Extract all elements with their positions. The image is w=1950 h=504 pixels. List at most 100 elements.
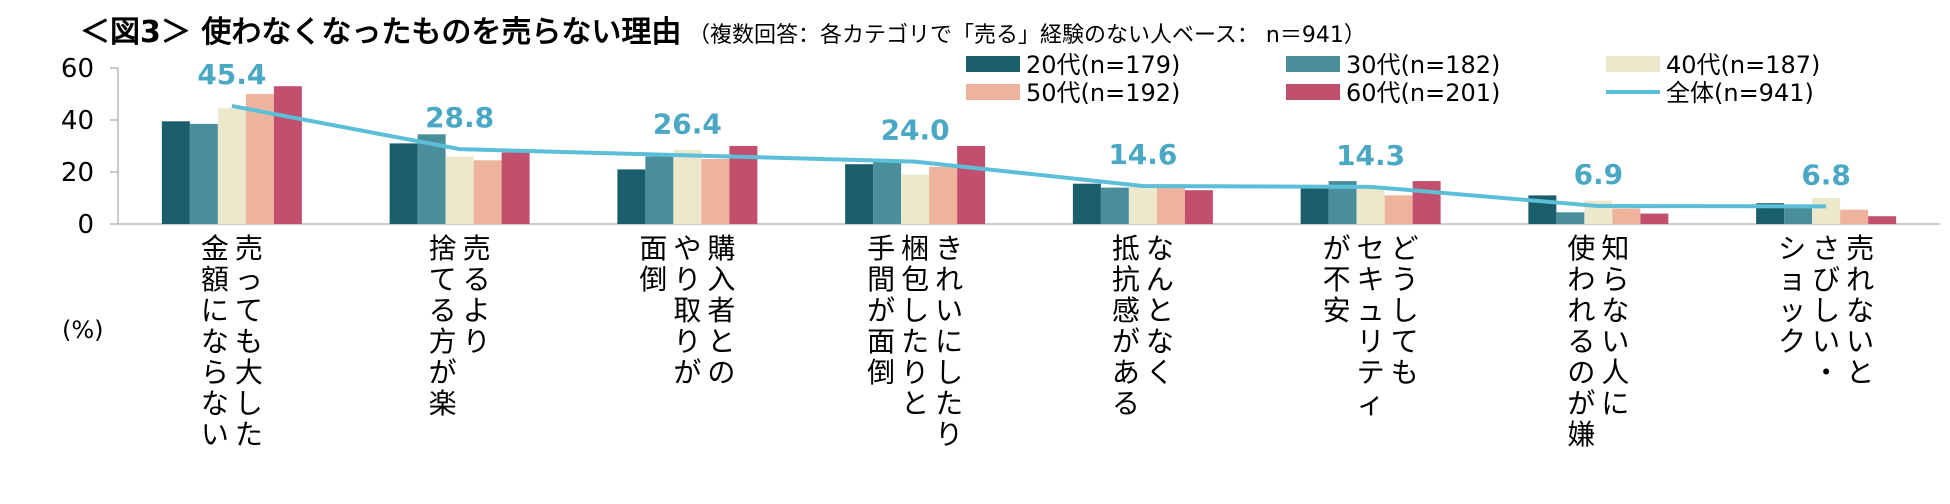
y-tick-label: 0	[77, 210, 94, 240]
bar	[1840, 209, 1869, 224]
legend-item: 60代(n=201)	[1286, 79, 1500, 107]
bar	[1812, 198, 1841, 224]
y-tick-label: 20	[61, 158, 94, 188]
legend: 20代(n=179) 30代(n=182) 40代(n=187) 50代(n=192)…	[966, 51, 1820, 107]
category-char: 購	[707, 232, 735, 265]
category-char: 面	[867, 325, 895, 358]
category-label: 面倒	[639, 232, 667, 296]
category-char: し	[235, 387, 263, 420]
category-char: な	[201, 325, 229, 358]
category-char: 抗	[1112, 263, 1140, 296]
category-char: っ	[235, 263, 263, 296]
category-char: が	[1323, 232, 1351, 265]
category-char: が	[1112, 325, 1140, 358]
category-char: 間	[867, 263, 895, 296]
category-char: な	[201, 387, 229, 420]
category-char: 者	[707, 294, 735, 327]
bar	[673, 149, 702, 224]
total-line	[231, 103, 1827, 209]
category-char: 大	[235, 356, 263, 389]
bar	[445, 156, 474, 224]
category-char: て	[429, 263, 457, 296]
bar	[273, 86, 302, 224]
category-char: と	[1146, 294, 1174, 327]
category-char: れ	[1846, 263, 1874, 296]
category-char: ん	[1146, 263, 1174, 296]
bar	[245, 94, 274, 224]
legend-label: 60代(n=201)	[1346, 79, 1500, 107]
category-char: 梱	[901, 232, 929, 265]
category-char: 金	[201, 232, 229, 265]
category-char: ら	[1601, 263, 1629, 296]
category-char: 楽	[429, 387, 457, 420]
bar	[1612, 208, 1641, 224]
legend-swatch	[1286, 84, 1340, 100]
category-char: 不	[1323, 263, 1351, 296]
category-char: 手	[867, 232, 895, 265]
bar	[1184, 190, 1213, 224]
category-char: の	[1567, 356, 1595, 389]
category-char: ど	[1391, 232, 1419, 265]
category-char: ク	[1778, 325, 1806, 358]
category-char: び	[1812, 263, 1840, 296]
category-char: な	[1601, 294, 1629, 327]
category-char: て	[235, 294, 263, 327]
category-char: し	[901, 294, 929, 327]
bar	[873, 161, 902, 224]
category-char: も	[1391, 356, 1419, 389]
category-char: 面	[639, 232, 667, 265]
category-char: る	[1112, 387, 1140, 420]
category-char: れ	[935, 263, 963, 296]
category-char: ィ	[1357, 387, 1385, 420]
category-char: く	[1146, 356, 1174, 389]
bar	[845, 164, 874, 224]
bar	[901, 174, 930, 224]
category-char: 倒	[639, 263, 667, 296]
category-char: 抵	[1112, 232, 1140, 265]
bar	[389, 143, 418, 224]
category-char: な	[1146, 325, 1174, 358]
category-char: り	[673, 263, 701, 296]
category-char: に	[201, 294, 229, 327]
bar	[217, 108, 246, 224]
category-char: が	[673, 356, 701, 389]
legend-label: 全体(n=941)	[1666, 79, 1814, 107]
category-char: に	[1601, 387, 1629, 420]
category-char: 売	[235, 232, 263, 265]
category-char: に	[935, 325, 963, 358]
category-char: 人	[1601, 356, 1629, 389]
category-char: ・	[1812, 356, 1840, 389]
category-char: し	[1391, 294, 1419, 327]
category-char: い	[935, 294, 963, 327]
category-char: セ	[1357, 232, 1385, 265]
bar	[1756, 203, 1785, 224]
bar	[417, 134, 446, 224]
category-char: や	[673, 232, 701, 265]
bar	[1556, 212, 1585, 224]
legend-item: 20代(n=179)	[966, 51, 1180, 79]
bar	[1128, 186, 1157, 224]
y-tick-label: 40	[61, 106, 94, 136]
category-char: わ	[1567, 263, 1595, 296]
total-series: 45.4 28.8 26.4 24.0 14.6 14.3 6.9 6.8	[197, 58, 1851, 209]
legend-swatch	[966, 56, 1020, 72]
category-char: な	[1846, 294, 1874, 327]
category-char: な	[1146, 232, 1174, 265]
category-char: さ	[1812, 232, 1840, 265]
legend-item: 30代(n=182)	[1286, 51, 1500, 79]
category-char: る	[463, 263, 491, 296]
category-char: た	[901, 325, 929, 358]
category-char: ッ	[1778, 294, 1806, 327]
category-char: シ	[1778, 232, 1806, 265]
legend-label: 40代(n=187)	[1666, 51, 1820, 79]
category-char: と	[707, 325, 735, 358]
